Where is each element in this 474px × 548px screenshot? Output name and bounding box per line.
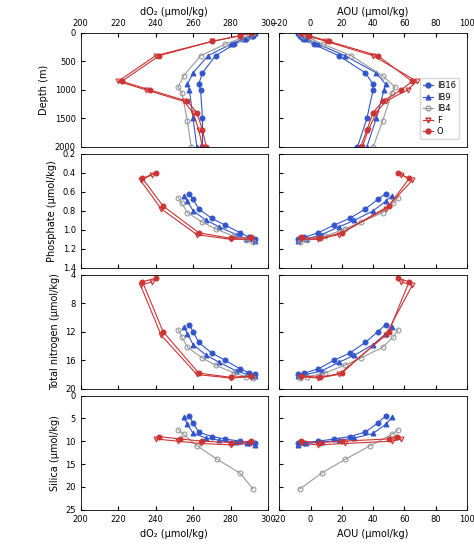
Y-axis label: Phosphate (µmol/kg): Phosphate (µmol/kg): [47, 160, 57, 262]
Legend: IB16, IB9, IB4, F, O: IB16, IB9, IB4, F, O: [420, 78, 459, 139]
X-axis label: AOU (μmol/kg): AOU (μmol/kg): [337, 529, 409, 539]
Y-axis label: Total nitrogen (µmol/kg): Total nitrogen (µmol/kg): [50, 273, 60, 390]
X-axis label: AOU (μmol/kg): AOU (μmol/kg): [337, 7, 409, 17]
Y-axis label: Depth (m): Depth (m): [39, 65, 49, 115]
X-axis label: dO₂ (μmol/kg): dO₂ (μmol/kg): [140, 529, 208, 539]
X-axis label: dO₂ (μmol/kg): dO₂ (μmol/kg): [140, 7, 208, 17]
Y-axis label: Silica (µmol/kg): Silica (µmol/kg): [50, 415, 60, 490]
